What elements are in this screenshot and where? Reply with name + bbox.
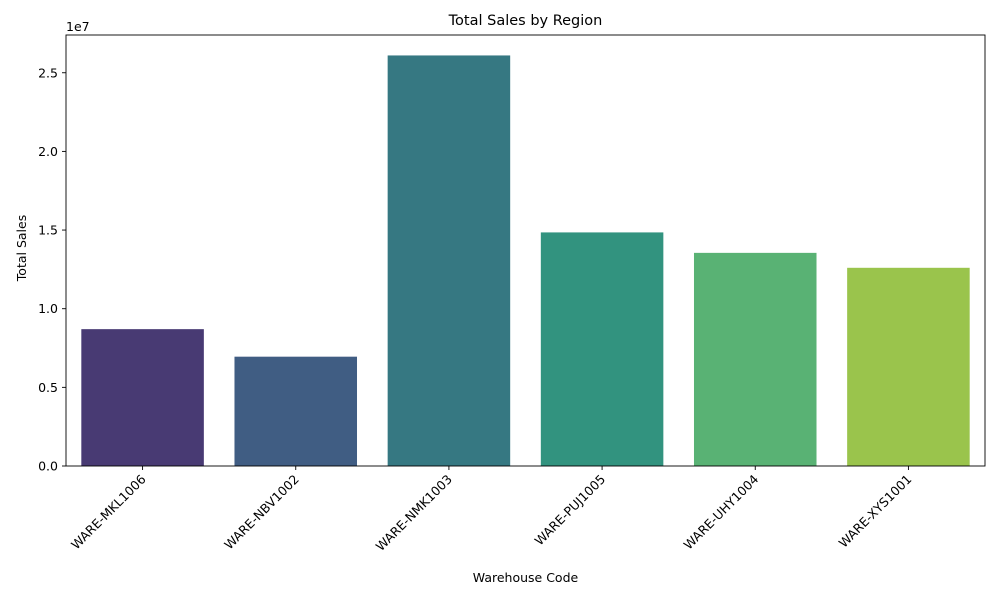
x-tick-label: WARE-PUJ1005 (531, 472, 608, 549)
x-tick-label: WARE-NBV1002 (221, 472, 302, 553)
y-tick-label: 0.0 (38, 459, 58, 474)
y-offset-label: 1e7 (66, 19, 90, 34)
y-tick-label: 2.0 (38, 144, 58, 159)
x-tick-label: WARE-MKL1006 (68, 471, 149, 552)
bar-ware-uhy1004 (693, 252, 817, 466)
bar-ware-nmk1003 (387, 55, 511, 466)
y-tick-label: 0.5 (38, 380, 58, 395)
bar-ware-puj1005 (540, 232, 664, 466)
y-tick-label: 2.5 (38, 65, 58, 80)
y-tick-label: 1.5 (38, 223, 58, 238)
x-axis-title: Warehouse Code (473, 570, 579, 585)
y-axis-title: Total Sales (14, 215, 29, 282)
chart-title: Total Sales by Region (448, 13, 603, 29)
plot-area: 0.0 0.5 1.0 1.5 2.0 2.5 WARE-MKL1006 WARE-NBV10… (38, 34, 986, 554)
x-tick-label: WARE-NMK1003 (373, 472, 455, 554)
bar-ware-nbv1002 (234, 356, 358, 466)
bar-ware-mkl1006 (81, 329, 204, 466)
y-tick-label: 1.0 (38, 301, 58, 316)
axes-frame (65, 34, 986, 467)
x-tick-label: WARE-XYS1001 (836, 472, 915, 551)
bar-ware-xys1001 (847, 267, 970, 466)
x-tick-label: WARE-UHY1004 (681, 471, 762, 552)
